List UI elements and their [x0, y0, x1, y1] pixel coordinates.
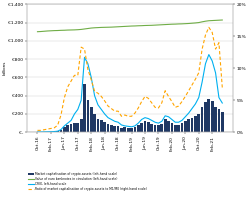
- Bar: [107, 124, 109, 132]
- Bar: [211, 101, 214, 132]
- Bar: [80, 119, 82, 132]
- Bar: [103, 122, 106, 132]
- Bar: [120, 128, 123, 132]
- Bar: [83, 84, 86, 132]
- Bar: [133, 127, 136, 132]
- Bar: [154, 125, 156, 132]
- Bar: [56, 131, 59, 132]
- Bar: [140, 123, 143, 132]
- Bar: [87, 100, 89, 132]
- Bar: [150, 124, 153, 132]
- Bar: [201, 107, 203, 132]
- Bar: [137, 125, 140, 132]
- Bar: [60, 129, 62, 132]
- Bar: [197, 114, 200, 132]
- Bar: [117, 126, 120, 132]
- Bar: [221, 112, 224, 132]
- Bar: [113, 126, 116, 132]
- Bar: [164, 119, 167, 132]
- Bar: [157, 125, 160, 132]
- Bar: [70, 124, 72, 132]
- Bar: [144, 121, 146, 132]
- Bar: [76, 123, 79, 132]
- Bar: [130, 128, 133, 132]
- Bar: [171, 123, 173, 132]
- Bar: [73, 123, 76, 132]
- Bar: [194, 116, 197, 132]
- Bar: [167, 121, 170, 132]
- Bar: [184, 121, 187, 132]
- Bar: [93, 114, 96, 132]
- Bar: [160, 124, 163, 132]
- Bar: [191, 118, 193, 132]
- Bar: [110, 125, 113, 132]
- Bar: [204, 102, 207, 132]
- Y-axis label: billions: billions: [3, 61, 7, 76]
- Legend: Market capitalisation of crypto-assets (left-hand scale), Value of euro banknote: Market capitalisation of crypto-assets (…: [28, 172, 147, 191]
- Bar: [181, 123, 183, 132]
- Bar: [218, 109, 220, 132]
- Bar: [124, 127, 126, 132]
- Bar: [174, 125, 177, 132]
- Bar: [147, 122, 150, 132]
- Bar: [177, 124, 180, 132]
- Bar: [63, 127, 66, 132]
- Bar: [100, 120, 103, 132]
- Bar: [127, 128, 129, 132]
- Bar: [187, 119, 190, 132]
- Bar: [90, 107, 93, 132]
- Bar: [66, 125, 69, 132]
- Bar: [207, 99, 210, 132]
- Bar: [97, 119, 99, 132]
- Bar: [214, 107, 217, 132]
